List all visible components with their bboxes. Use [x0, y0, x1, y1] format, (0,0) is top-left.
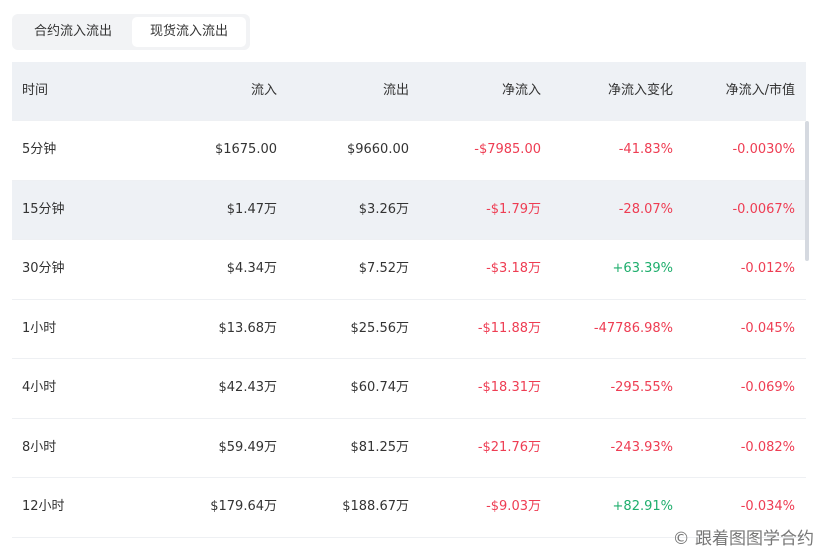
cell: -0.045%: [740, 320, 795, 336]
cell: +63.39%: [612, 261, 673, 276]
cell: -0.012%: [740, 261, 795, 276]
row-label: 15分钟: [22, 201, 65, 217]
cell: $13.68万: [218, 320, 278, 336]
cell: 净流入: [501, 83, 541, 98]
cell: -28.07%: [618, 201, 673, 217]
table-row[interactable]: 15分钟 $1.47万 $3.26万 -$1.79万 -28.07% -0.0067%: [12, 180, 806, 240]
cell: -$3.18万: [486, 261, 541, 276]
table-row[interactable]: 8小时 $59.49万 $81.25万 -$21.76万 -243.93% -0.082%: [12, 419, 806, 478]
row-label: 5分钟: [22, 142, 57, 157]
row-label: 12小时: [22, 499, 65, 514]
cell: $25.56万: [350, 320, 410, 336]
flow-table: 时间 流入 流出 净流入 净流入变化 净流入/市值 5分钟 $1675.00 $9660.00 -…: [12, 62, 810, 553]
cell: $42.43万: [218, 380, 278, 395]
watermark: © 跟着图图学合约: [672, 529, 814, 549]
cell: -$18.31万: [477, 380, 541, 395]
table-row[interactable]: 4小时 $42.43万 $60.74万 -$18.31万 -295.55% -0.069%: [12, 359, 806, 419]
cell: $9660.00: [346, 142, 409, 157]
cell: $60.74万: [350, 380, 410, 395]
row-label: 30分钟: [22, 261, 65, 276]
row-label: 1小时: [22, 320, 57, 336]
table-row[interactable]: 5分钟 $1675.00 $9660.00 -$7985.00 -41.83% -0.00…: [12, 121, 806, 181]
cell: $1.47万: [226, 201, 277, 217]
row-label: 时间: [22, 83, 49, 98]
row-label: 8小时: [22, 439, 57, 455]
cell: +82.91%: [612, 499, 673, 514]
cell: -$11.88万: [477, 320, 541, 336]
tab-group: 合约流入流出 现货流入流出: [12, 14, 250, 50]
cell: $188.67万: [342, 499, 409, 514]
cell: $179.64万: [210, 499, 277, 514]
cell: -$21.76万: [477, 439, 541, 455]
cell: $59.49万: [218, 439, 278, 455]
cell: $4.34万: [226, 261, 277, 276]
cell: -295.55%: [610, 380, 673, 395]
scrollbar[interactable]: [805, 121, 809, 261]
cell: -0.034%: [740, 499, 795, 514]
row-label: 4小时: [22, 380, 57, 395]
cell: -41.83%: [618, 142, 673, 157]
header-row: 时间 流入 流出 净流入 净流入变化 净流入/市值: [12, 62, 806, 121]
cell: $7.52万: [358, 261, 409, 276]
table-row[interactable]: 1小时 $13.68万 $25.56万 -$11.88万 -47786.98% -0.04…: [12, 300, 806, 359]
cell: 流入: [250, 83, 277, 98]
cell: -$9.03万: [486, 499, 541, 514]
table-row[interactable]: 12小时 $179.64万 $188.67万 -$9.03万 +82.91% -0.034…: [12, 478, 806, 538]
table-row[interactable]: 30分钟 $4.34万 $7.52万 -$3.18万 +63.39% -0.012%: [12, 240, 806, 300]
cell: -$1.79万: [486, 201, 541, 217]
cell: -47786.98%: [593, 320, 673, 336]
cell: $1675.00: [214, 142, 277, 157]
cell: $3.26万: [358, 201, 409, 217]
cell: -0.069%: [740, 380, 795, 395]
cell: -$7985.00: [474, 142, 541, 157]
cell: -243.93%: [610, 439, 673, 455]
cell: -0.082%: [740, 439, 795, 455]
tab[interactable]: 现货流入流出: [132, 17, 246, 47]
cell: $81.25万: [350, 439, 410, 455]
cell: 净流入变化: [607, 83, 673, 98]
cell: 流出: [382, 83, 409, 98]
cell: 净流入/市值: [725, 83, 795, 98]
tab[interactable]: 合约流入流出: [33, 24, 112, 39]
cell: -0.0030%: [732, 142, 795, 157]
cell: -0.0067%: [732, 201, 795, 217]
